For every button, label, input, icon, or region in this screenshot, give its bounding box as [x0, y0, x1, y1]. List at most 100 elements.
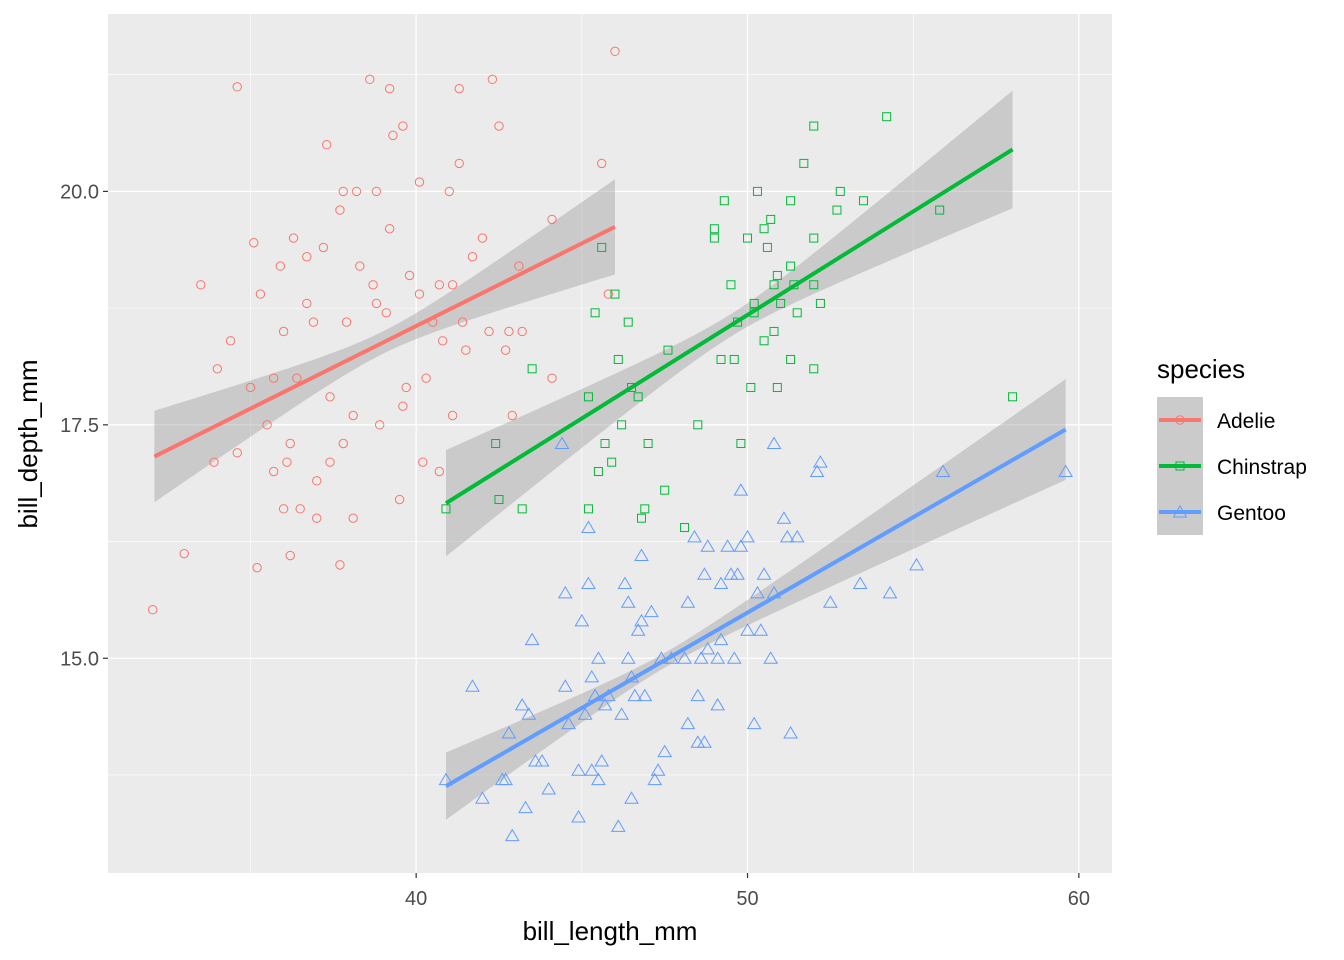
x-tick-label: 60 [1068, 888, 1090, 910]
point-gentoo [756, 567, 772, 580]
point-gentoo [614, 707, 629, 720]
point-gentoo [627, 688, 643, 702]
point-gentoo [597, 697, 613, 711]
point-gentoo [620, 651, 636, 664]
point-adelie [461, 345, 471, 355]
point-chinstrap [680, 523, 690, 533]
point-adelie [351, 186, 362, 197]
point-chinstrap [809, 121, 819, 131]
point-chinstrap [617, 420, 627, 430]
point-gentoo [541, 781, 557, 795]
point-chinstrap [494, 495, 504, 505]
point-gentoo [644, 604, 659, 618]
point-gentoo [809, 464, 825, 478]
point-gentoo [624, 791, 639, 804]
y-axis-title: bill_depth_mm [13, 359, 43, 528]
point-gentoo [697, 735, 712, 748]
point-chinstrap [583, 392, 593, 402]
point-adelie [547, 214, 557, 225]
point-gentoo [753, 623, 769, 636]
point-adelie [517, 326, 527, 337]
point-adelie [335, 205, 345, 215]
point-gentoo [710, 697, 726, 711]
point-chinstrap [623, 317, 633, 327]
point-chinstrap [809, 364, 819, 374]
point-gentoo [581, 576, 596, 590]
point-gentoo [591, 772, 606, 786]
point-gentoo [574, 613, 590, 627]
point-chinstrap [593, 467, 603, 477]
point-chinstrap [693, 420, 703, 430]
point-chinstrap [736, 439, 746, 448]
point-chinstrap [726, 280, 736, 290]
point-adelie [275, 261, 286, 271]
point-gentoo [591, 651, 606, 664]
point-chinstrap [759, 336, 769, 346]
point-chinstrap [441, 504, 451, 514]
point-chinstrap [832, 205, 842, 215]
point-chinstrap [749, 298, 759, 308]
point-gentoo [726, 651, 742, 664]
point-adelie [414, 177, 425, 187]
point-chinstrap [746, 382, 756, 392]
point-adelie [484, 326, 494, 337]
y-tick-label: 17.5 [60, 415, 99, 437]
point-chinstrap [835, 186, 845, 196]
point-adelie [232, 82, 242, 92]
confidence-band-gentoo [445, 379, 1066, 820]
point-adelie [338, 186, 348, 197]
point-adelie [487, 74, 498, 85]
point-gentoo [498, 772, 514, 786]
point-adelie [401, 382, 411, 393]
point-gentoo [594, 753, 610, 767]
legend-label-chinstrap: Chinstrap [1217, 456, 1307, 479]
point-adelie [212, 364, 223, 374]
point-chinstrap [935, 205, 945, 215]
point-gentoo [852, 576, 868, 590]
point-gentoo [465, 679, 480, 692]
point-chinstrap [527, 364, 537, 374]
regression-line-gentoo [444, 427, 1067, 788]
point-gentoo [521, 707, 537, 720]
point-gentoo [581, 520, 596, 534]
regression-line-chinstrap [444, 147, 1014, 505]
point-gentoo [634, 613, 649, 627]
point-gentoo [700, 539, 716, 552]
point-chinstrap [517, 504, 527, 514]
point-gentoo [783, 725, 798, 739]
point-chinstrap [772, 382, 782, 392]
point-chinstrap [719, 196, 729, 206]
point-adelie [262, 420, 272, 430]
point-adelie [209, 457, 219, 467]
point-gentoo [514, 697, 530, 711]
point-gentoo [557, 585, 573, 599]
point-adelie [348, 410, 358, 421]
point-gentoo [766, 436, 782, 449]
point-chinstrap [491, 439, 501, 448]
legend-label-adelie: Adelie [1217, 410, 1275, 433]
point-gentoo [620, 595, 636, 608]
point-adelie [321, 140, 332, 150]
point-adelie [547, 373, 557, 383]
point-adelie [467, 252, 478, 262]
point-chinstrap [882, 112, 892, 122]
point-gentoo [650, 763, 666, 776]
point-adelie [312, 513, 322, 523]
point-adelie [325, 457, 335, 467]
point-adelie [454, 83, 464, 94]
point-adelie [308, 317, 319, 327]
point-chinstrap [776, 298, 786, 308]
point-chinstrap [597, 242, 607, 252]
point-chinstrap [583, 504, 593, 514]
point-gentoo [617, 576, 633, 590]
point-gentoo [746, 716, 762, 730]
point-adelie [514, 261, 524, 271]
point-adelie [325, 392, 335, 402]
point-gentoo [571, 763, 586, 776]
point-adelie [418, 457, 428, 467]
point-gentoo [779, 529, 795, 543]
point-gentoo [554, 436, 570, 449]
point-gentoo [501, 725, 517, 739]
point-gentoo [1058, 464, 1073, 478]
point-gentoo [524, 632, 540, 646]
